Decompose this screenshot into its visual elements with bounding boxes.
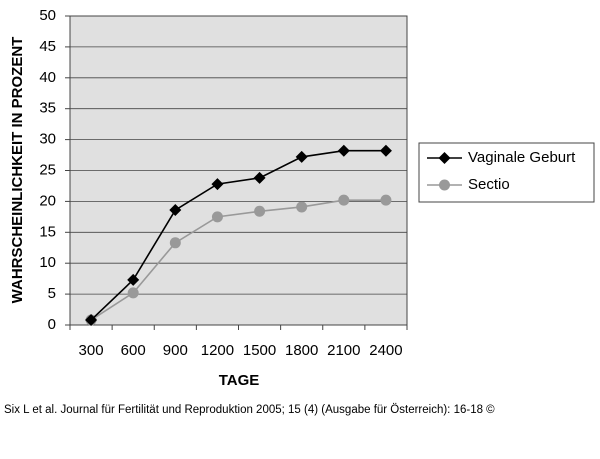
x-tick-label: 1500	[243, 342, 276, 359]
y-tick-label: 20	[39, 192, 56, 209]
marker	[438, 152, 451, 164]
y-tick-label: 5	[48, 285, 56, 302]
y-tick-label: 50	[39, 7, 56, 24]
x-tick-label: 2100	[327, 342, 360, 359]
y-axis-title: WAHRSCHEINLICHKEIT IN PROZENT	[9, 37, 26, 304]
y-tick-label: 15	[39, 223, 56, 240]
marker	[253, 171, 266, 184]
marker	[85, 314, 98, 327]
marker	[379, 144, 392, 157]
marker	[439, 179, 450, 191]
x-tick-label: 600	[121, 342, 146, 359]
marker	[295, 150, 308, 163]
x-tick-label: 1800	[285, 342, 318, 359]
series-line	[90, 199, 386, 321]
marker	[211, 211, 223, 223]
legend-box	[418, 142, 595, 203]
series-line	[90, 149, 386, 321]
marker	[127, 273, 140, 286]
source-note: Six L et al. Journal für Fertilität und …	[4, 404, 495, 416]
x-tick-label: 2400	[369, 342, 402, 359]
marker	[169, 237, 181, 249]
marker	[211, 178, 224, 191]
legend-label: Sectio	[468, 176, 510, 193]
y-tick-label: 30	[39, 131, 56, 148]
marker	[254, 205, 266, 217]
marker	[127, 287, 139, 299]
y-tick-label: 45	[39, 38, 56, 55]
x-tick-label: 1200	[201, 342, 234, 359]
y-tick-label: 35	[39, 100, 56, 117]
x-axis-title: TAGE	[219, 372, 260, 389]
marker	[338, 194, 350, 206]
marker	[380, 194, 392, 206]
marker	[296, 201, 308, 213]
x-tick-label: 900	[163, 342, 188, 359]
legend-label: Vaginale Geburt	[468, 149, 576, 166]
y-tick-label: 0	[48, 316, 56, 333]
x-tick-label: 300	[79, 342, 104, 359]
y-tick-label: 10	[39, 254, 56, 271]
marker	[337, 144, 350, 157]
marker	[169, 204, 182, 217]
y-tick-label: 40	[39, 69, 56, 86]
y-tick-label: 25	[39, 161, 56, 178]
